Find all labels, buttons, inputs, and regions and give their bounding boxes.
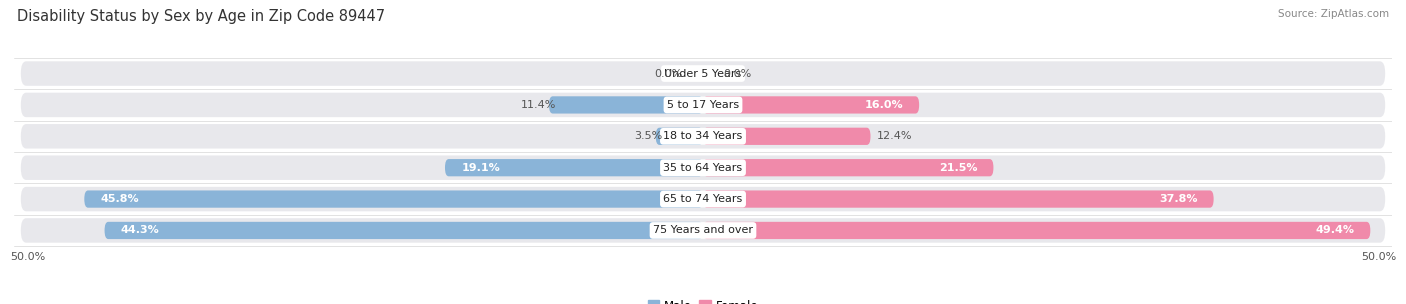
Text: 44.3%: 44.3% xyxy=(121,226,159,236)
FancyBboxPatch shape xyxy=(548,96,703,114)
Text: 0.0%: 0.0% xyxy=(654,68,683,78)
Text: Under 5 Years: Under 5 Years xyxy=(665,68,741,78)
FancyBboxPatch shape xyxy=(21,155,1385,180)
Text: 12.4%: 12.4% xyxy=(877,131,912,141)
Text: Source: ZipAtlas.com: Source: ZipAtlas.com xyxy=(1278,9,1389,19)
Text: 19.1%: 19.1% xyxy=(461,163,501,173)
FancyBboxPatch shape xyxy=(21,124,1385,149)
FancyBboxPatch shape xyxy=(703,128,870,145)
FancyBboxPatch shape xyxy=(655,128,703,145)
Text: 16.0%: 16.0% xyxy=(865,100,903,110)
Text: 37.8%: 37.8% xyxy=(1159,194,1198,204)
FancyBboxPatch shape xyxy=(703,96,920,114)
Text: 65 to 74 Years: 65 to 74 Years xyxy=(664,194,742,204)
FancyBboxPatch shape xyxy=(21,218,1385,243)
FancyBboxPatch shape xyxy=(104,222,703,239)
FancyBboxPatch shape xyxy=(84,190,703,208)
FancyBboxPatch shape xyxy=(703,159,994,176)
FancyBboxPatch shape xyxy=(444,159,703,176)
Text: 3.5%: 3.5% xyxy=(634,131,662,141)
FancyBboxPatch shape xyxy=(21,61,1385,86)
Legend: Male, Female: Male, Female xyxy=(643,295,763,304)
Text: 11.4%: 11.4% xyxy=(520,100,555,110)
Text: 0.0%: 0.0% xyxy=(723,68,752,78)
Text: 21.5%: 21.5% xyxy=(939,163,977,173)
FancyBboxPatch shape xyxy=(703,190,1213,208)
Text: 35 to 64 Years: 35 to 64 Years xyxy=(664,163,742,173)
Text: Disability Status by Sex by Age in Zip Code 89447: Disability Status by Sex by Age in Zip C… xyxy=(17,9,385,24)
FancyBboxPatch shape xyxy=(21,93,1385,117)
Text: 5 to 17 Years: 5 to 17 Years xyxy=(666,100,740,110)
Text: 49.4%: 49.4% xyxy=(1315,226,1354,236)
Text: 18 to 34 Years: 18 to 34 Years xyxy=(664,131,742,141)
FancyBboxPatch shape xyxy=(21,187,1385,211)
FancyBboxPatch shape xyxy=(703,222,1371,239)
Text: 75 Years and over: 75 Years and over xyxy=(652,226,754,236)
Text: 45.8%: 45.8% xyxy=(100,194,139,204)
